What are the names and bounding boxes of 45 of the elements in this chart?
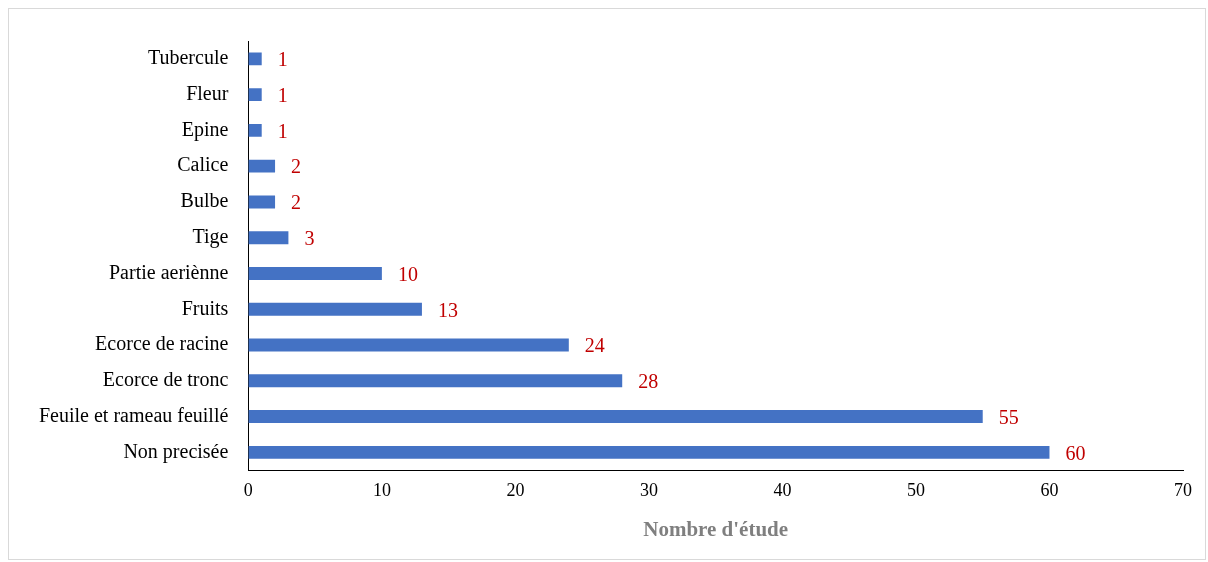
- bar: [248, 374, 623, 388]
- data-label: 2: [291, 191, 302, 214]
- data-label: 1: [277, 119, 288, 142]
- bar: [248, 159, 276, 173]
- x-tick-label: 40: [773, 479, 792, 500]
- x-tick-label: 70: [1174, 479, 1192, 500]
- bar: [248, 231, 289, 245]
- data-label: 2: [291, 155, 302, 178]
- bar: [248, 195, 276, 209]
- y-tick-label: Tige: [192, 224, 229, 248]
- x-tick-label: 0: [243, 479, 253, 500]
- data-label: 3: [304, 226, 315, 249]
- bar: [248, 123, 262, 137]
- y-tick-label: Calice: [177, 153, 229, 176]
- x-tick-label: 30: [639, 479, 658, 500]
- y-tick-label: Ecorce de racine: [95, 332, 229, 355]
- y-tick-label: Feuile et rameau feuillé: [39, 403, 229, 426]
- data-label: 24: [584, 334, 605, 357]
- x-tick-label: 20: [506, 479, 525, 500]
- y-tick-label: Fruits: [181, 296, 229, 319]
- y-tick-label: Fleur: [186, 81, 229, 104]
- y-tick-label: Epine: [181, 117, 229, 141]
- data-label: 10: [397, 262, 418, 285]
- x-tick-label: 50: [906, 479, 925, 500]
- data-label: 28: [638, 370, 659, 393]
- data-label: 60: [1065, 441, 1086, 464]
- bar: [248, 52, 262, 66]
- y-tick-label: Non precisée: [123, 439, 229, 463]
- x-tick-label: 60: [1040, 479, 1059, 500]
- y-tick-label: Partie aeriènne: [108, 260, 229, 283]
- data-label: 1: [277, 83, 288, 106]
- x-axis-title: Nombre d'étude: [643, 516, 789, 541]
- bar: [248, 410, 983, 423]
- y-tick-label: Bulbe: [180, 189, 229, 212]
- bar: [248, 88, 262, 102]
- bar: [248, 338, 569, 352]
- bar: [248, 267, 382, 280]
- y-tick-label: Tubercule: [147, 46, 229, 69]
- data-label: 13: [437, 298, 458, 321]
- x-tick-label: 10: [372, 479, 391, 500]
- bar: [248, 445, 1050, 459]
- data-label: 55: [998, 405, 1019, 428]
- data-label: 1: [277, 48, 288, 71]
- y-tick-label: Ecorce de tronc: [102, 368, 229, 391]
- bar: [248, 302, 422, 316]
